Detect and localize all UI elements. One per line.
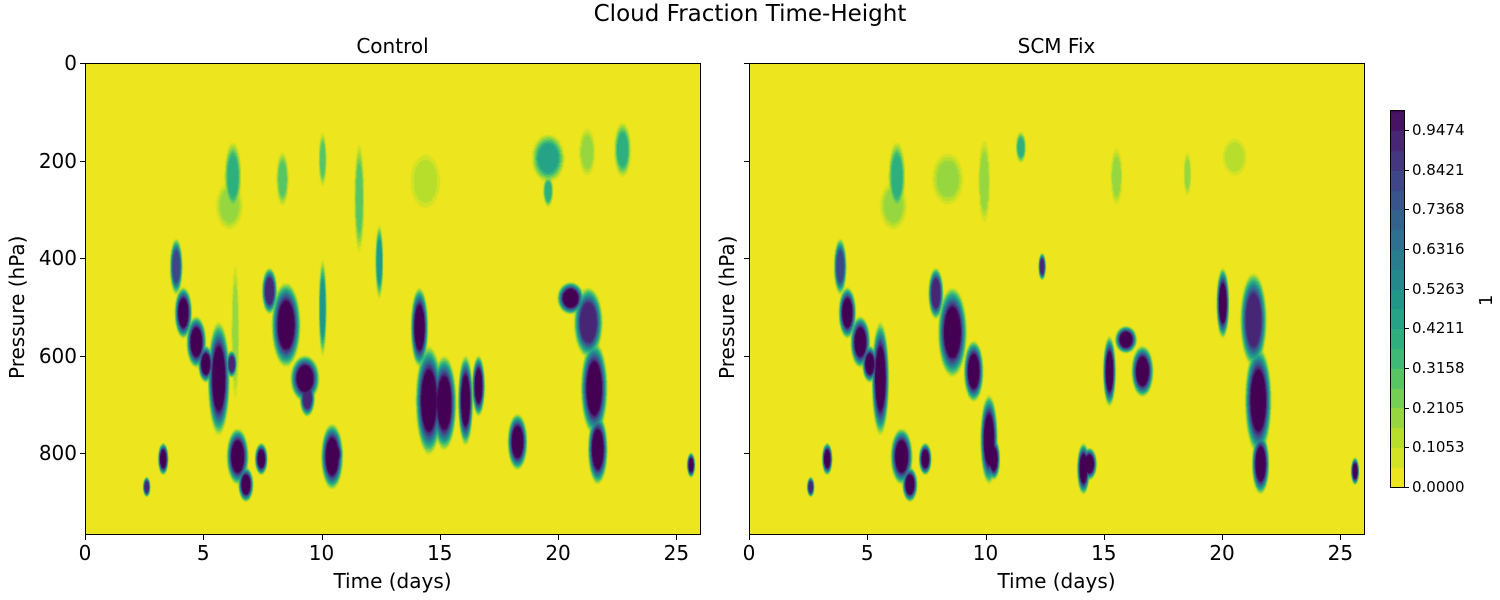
x-tick-mark bbox=[85, 535, 86, 540]
colorbar-tick-label: 0.5263 bbox=[1412, 279, 1465, 298]
colorbar-tick-mark bbox=[1405, 447, 1409, 449]
scm-fix-y-label: Pressure (hPa) bbox=[715, 235, 739, 379]
x-tick-mark bbox=[985, 535, 987, 540]
y-tick-mark bbox=[744, 160, 749, 162]
x-tick-mark bbox=[749, 535, 750, 540]
x-tick-label: 5 bbox=[860, 541, 874, 565]
y-tick-mark bbox=[744, 355, 749, 357]
scm-fix-title: SCM Fix bbox=[1017, 34, 1096, 58]
colorbar-tick-mark bbox=[1405, 169, 1409, 171]
control-y-label: Pressure (hPa) bbox=[5, 235, 29, 379]
x-tick-label: 0 bbox=[742, 541, 756, 565]
colorbar-tick-mark bbox=[1405, 328, 1409, 330]
x-tick-label: 10 bbox=[308, 541, 335, 565]
colorbar-tick-label: 0.8421 bbox=[1412, 160, 1465, 179]
x-tick-label: 20 bbox=[545, 541, 571, 565]
y-tick-label: 600 bbox=[38, 343, 77, 368]
control-title: Control bbox=[356, 34, 429, 58]
colorbar-tick-mark bbox=[1405, 129, 1409, 131]
colorbar-tick-mark bbox=[1405, 248, 1409, 250]
y-tick-mark bbox=[744, 63, 749, 64]
colorbar-tick-label: 0.1053 bbox=[1412, 438, 1465, 457]
scm-fix-heatmap bbox=[749, 63, 1365, 535]
y-tick-mark bbox=[80, 63, 85, 64]
colorbar-tick-label: 0.6316 bbox=[1412, 239, 1465, 258]
x-tick-label: 5 bbox=[196, 541, 210, 565]
y-tick-mark bbox=[80, 160, 85, 162]
scm-fix-x-label: Time (days) bbox=[997, 569, 1116, 593]
colorbar bbox=[1390, 110, 1405, 488]
figure-title: Cloud Fraction Time-Height bbox=[593, 1, 907, 27]
colorbar-tick-mark bbox=[1405, 209, 1409, 211]
y-tick-label: 0 bbox=[64, 51, 77, 75]
y-tick-mark bbox=[80, 355, 85, 357]
x-tick-label: 25 bbox=[1327, 541, 1354, 565]
colorbar-tick-label: 0.0000 bbox=[1412, 478, 1465, 496]
colorbar-tick-label: 0.9474 bbox=[1412, 120, 1465, 139]
y-tick-label: 200 bbox=[38, 148, 77, 173]
x-tick-label: 15 bbox=[1091, 541, 1117, 565]
colorbar-tick-label: 0.3158 bbox=[1412, 358, 1465, 377]
x-tick-label: 25 bbox=[663, 541, 690, 565]
colorbar-tick-mark bbox=[1405, 487, 1409, 488]
x-tick-mark bbox=[676, 535, 678, 540]
x-tick-mark bbox=[1103, 535, 1105, 540]
colorbar-tick-mark bbox=[1405, 288, 1409, 290]
x-tick-label: 15 bbox=[427, 541, 453, 565]
x-tick-mark bbox=[1222, 535, 1224, 540]
y-tick-label: 400 bbox=[38, 246, 77, 271]
colorbar-tick-label: 0.4211 bbox=[1412, 319, 1465, 338]
colorbar-tick-mark bbox=[1405, 367, 1409, 369]
x-tick-mark bbox=[558, 535, 560, 540]
x-tick-label: 20 bbox=[1209, 541, 1235, 565]
x-tick-label: 0 bbox=[78, 541, 92, 565]
colorbar-tick-label: 0.2105 bbox=[1412, 398, 1465, 417]
x-tick-mark bbox=[439, 535, 441, 540]
control-x-label: Time (days) bbox=[333, 569, 452, 593]
x-tick-mark bbox=[203, 535, 205, 540]
y-tick-mark bbox=[80, 258, 85, 260]
control-heatmap bbox=[85, 63, 701, 535]
x-tick-mark bbox=[321, 535, 323, 540]
y-tick-mark bbox=[80, 453, 85, 455]
y-tick-mark bbox=[744, 258, 749, 260]
x-tick-label: 10 bbox=[972, 541, 999, 565]
colorbar-tick-mark bbox=[1405, 407, 1409, 409]
x-tick-mark bbox=[867, 535, 869, 540]
colorbar-tick-label: 0.7368 bbox=[1412, 200, 1465, 219]
x-tick-mark bbox=[1340, 535, 1342, 540]
colorbar-label: 1 bbox=[1476, 294, 1497, 306]
y-tick-label: 800 bbox=[38, 441, 77, 466]
y-tick-mark bbox=[744, 453, 749, 455]
